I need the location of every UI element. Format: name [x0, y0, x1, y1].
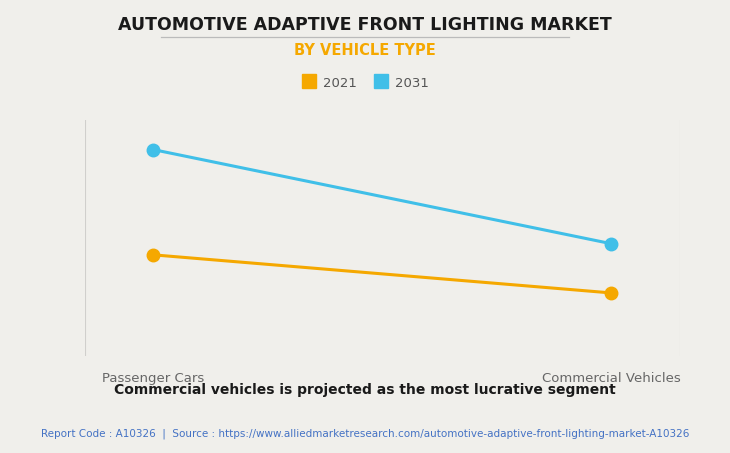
Text: Report Code : A10326  |  Source : https://www.alliedmarketresearch.com/automotiv: Report Code : A10326 | Source : https://…	[41, 428, 689, 439]
Legend: 2021, 2031: 2021, 2031	[296, 71, 434, 95]
Text: Commercial vehicles is projected as the most lucrative segment: Commercial vehicles is projected as the …	[114, 383, 616, 397]
Text: AUTOMOTIVE ADAPTIVE FRONT LIGHTING MARKET: AUTOMOTIVE ADAPTIVE FRONT LIGHTING MARKE…	[118, 16, 612, 34]
Text: BY VEHICLE TYPE: BY VEHICLE TYPE	[294, 43, 436, 58]
